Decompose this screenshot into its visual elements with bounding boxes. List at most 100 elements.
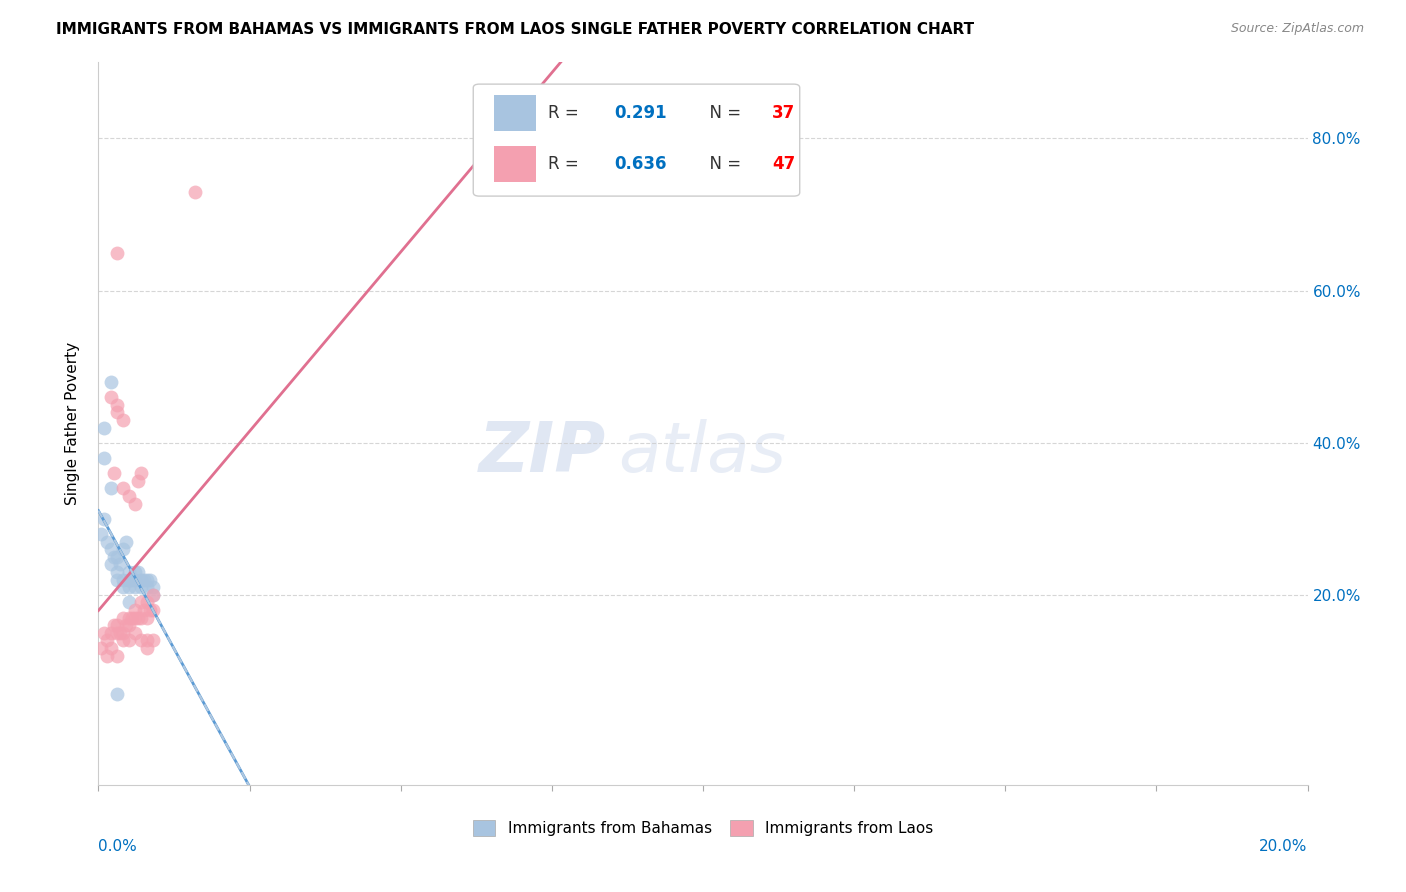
Point bbox=[142, 588, 165, 602]
Legend: Immigrants from Bahamas, Immigrants from Laos: Immigrants from Bahamas, Immigrants from… bbox=[467, 814, 939, 842]
Point bbox=[118, 633, 141, 648]
Point bbox=[129, 610, 152, 624]
Text: 47: 47 bbox=[772, 154, 796, 172]
Point bbox=[124, 580, 146, 594]
Point bbox=[135, 573, 157, 587]
Point bbox=[129, 633, 152, 648]
Point bbox=[124, 625, 146, 640]
Point bbox=[135, 580, 157, 594]
Point bbox=[111, 580, 134, 594]
Point bbox=[127, 474, 149, 488]
Point bbox=[93, 625, 115, 640]
Text: Source: ZipAtlas.com: Source: ZipAtlas.com bbox=[1230, 22, 1364, 36]
Point bbox=[111, 633, 134, 648]
Point bbox=[129, 580, 152, 594]
Point bbox=[132, 603, 155, 617]
Point bbox=[93, 512, 115, 526]
Text: atlas: atlas bbox=[619, 419, 786, 486]
Point bbox=[129, 595, 152, 609]
Point bbox=[118, 610, 141, 624]
Point bbox=[90, 641, 112, 656]
FancyBboxPatch shape bbox=[474, 84, 800, 196]
Point bbox=[100, 481, 122, 495]
Point bbox=[103, 618, 125, 632]
Text: IMMIGRANTS FROM BAHAMAS VS IMMIGRANTS FROM LAOS SINGLE FATHER POVERTY CORRELATIO: IMMIGRANTS FROM BAHAMAS VS IMMIGRANTS FR… bbox=[56, 22, 974, 37]
Point bbox=[93, 420, 115, 434]
Point bbox=[96, 648, 118, 663]
Text: 20.0%: 20.0% bbox=[1260, 839, 1308, 855]
Point bbox=[96, 534, 118, 549]
Point bbox=[142, 603, 165, 617]
Point bbox=[105, 648, 128, 663]
Point bbox=[108, 625, 131, 640]
Point bbox=[105, 573, 128, 587]
Point bbox=[142, 633, 165, 648]
Point bbox=[111, 413, 134, 427]
Point bbox=[127, 610, 149, 624]
Point bbox=[105, 618, 128, 632]
Point bbox=[118, 573, 141, 587]
Point bbox=[100, 390, 122, 404]
Point bbox=[129, 573, 152, 587]
Point bbox=[124, 565, 146, 579]
Text: R =: R = bbox=[548, 104, 585, 122]
Point bbox=[118, 489, 141, 503]
Point bbox=[135, 641, 157, 656]
Point bbox=[121, 610, 143, 624]
Point bbox=[142, 588, 165, 602]
Text: N =: N = bbox=[699, 154, 747, 172]
Text: 0.291: 0.291 bbox=[614, 104, 668, 122]
Point bbox=[127, 565, 149, 579]
Point bbox=[124, 573, 146, 587]
Y-axis label: Single Father Poverty: Single Father Poverty bbox=[65, 343, 80, 505]
Point bbox=[111, 610, 134, 624]
Text: 0.0%: 0.0% bbox=[98, 839, 138, 855]
Point bbox=[105, 549, 128, 564]
Point bbox=[118, 573, 141, 587]
Point bbox=[93, 450, 115, 465]
Point bbox=[118, 595, 141, 609]
Point bbox=[105, 565, 128, 579]
Point bbox=[124, 603, 146, 617]
Bar bbox=[494, 95, 536, 131]
Point bbox=[100, 542, 122, 557]
Point bbox=[142, 580, 165, 594]
Point bbox=[105, 687, 128, 701]
Text: 37: 37 bbox=[772, 104, 796, 122]
Point bbox=[111, 542, 134, 557]
Point bbox=[139, 603, 162, 617]
Point bbox=[139, 573, 162, 587]
Point bbox=[100, 558, 122, 572]
Point bbox=[108, 558, 131, 572]
Text: R =: R = bbox=[548, 154, 585, 172]
Point bbox=[105, 398, 128, 412]
Point bbox=[96, 633, 118, 648]
Point bbox=[100, 375, 122, 389]
Point bbox=[103, 549, 125, 564]
Point bbox=[105, 625, 128, 640]
Text: ZIP: ZIP bbox=[479, 419, 606, 486]
Point bbox=[124, 610, 146, 624]
Point bbox=[111, 481, 134, 495]
Point bbox=[135, 595, 157, 609]
Text: N =: N = bbox=[699, 104, 747, 122]
Point bbox=[118, 580, 141, 594]
Point bbox=[90, 527, 112, 541]
Point bbox=[114, 534, 136, 549]
Point bbox=[121, 573, 143, 587]
Point bbox=[118, 565, 141, 579]
Point bbox=[114, 618, 136, 632]
Point bbox=[100, 641, 122, 656]
Point bbox=[129, 466, 152, 480]
Point bbox=[111, 625, 134, 640]
Bar bbox=[494, 145, 536, 182]
Point bbox=[100, 625, 122, 640]
Point bbox=[105, 405, 128, 419]
Point bbox=[132, 573, 155, 587]
Text: 0.636: 0.636 bbox=[614, 154, 668, 172]
Point bbox=[105, 245, 128, 260]
Point bbox=[124, 497, 146, 511]
Point bbox=[135, 610, 157, 624]
Point bbox=[184, 185, 207, 199]
Point bbox=[103, 466, 125, 480]
